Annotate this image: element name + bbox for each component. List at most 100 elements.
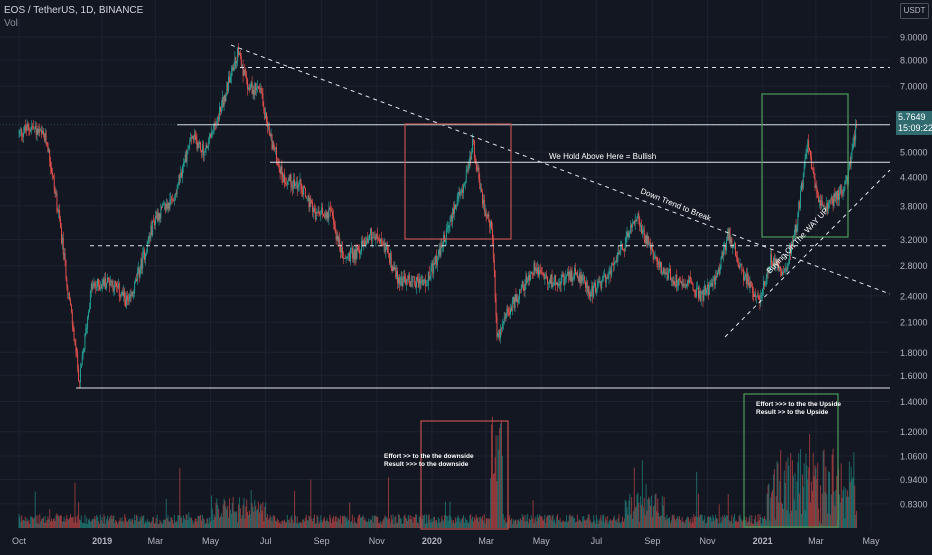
candle-body [60,219,61,228]
volume-bar [197,516,199,528]
volume-bar [18,514,20,528]
candle-body [716,272,718,278]
candle-body [323,215,325,217]
candle-body [789,245,791,261]
candle-body [622,244,623,250]
candle-body [606,277,608,279]
volume-bar [598,520,600,528]
candle-body [518,298,520,303]
candle-body [561,274,563,278]
volume-bar [823,449,825,528]
volume-bar [75,516,77,528]
volume-bar [395,515,397,528]
candle-body [184,154,186,162]
candle-body [801,182,803,189]
candle-body [300,179,302,189]
volume-bar [767,485,769,528]
downtrend-line [230,44,891,295]
candle-body [278,164,280,170]
volume-bar [352,523,354,528]
volume-bar [232,496,234,528]
candle-body [719,269,721,274]
currency-badge[interactable]: USDT [900,3,929,19]
volume-bar [289,522,291,528]
y-tick-label: 5.0000 [900,148,928,158]
volume-bar [545,522,547,528]
candle-body [136,271,138,282]
volume-bar [85,523,87,528]
candle-body [196,140,198,149]
candle-body [588,286,590,294]
volume-bar [376,516,378,528]
volume-bar [807,479,809,528]
candle-body [397,270,399,284]
volume-bar [309,516,311,528]
volume-bar [383,518,385,528]
volume-bar [693,514,695,528]
volume-bar [154,522,156,528]
time-axis[interactable]: Oct 2019 Mar May Jul Sep Nov 2020 Mar May Jul Sep No… [12,536,880,546]
y-tick-label: 1.8000 [900,348,928,358]
candle-body [294,179,296,186]
volume-bar [754,515,756,528]
volume-bar [287,520,289,528]
candle-body [557,283,559,286]
candle-body [112,281,114,291]
candle-body [705,285,707,294]
candle-body [454,204,456,209]
candle-body [822,204,824,206]
candle-body [109,281,111,286]
candle-body [674,285,676,287]
candle-body [843,189,845,193]
volume-label[interactable]: Vol [4,18,18,29]
volume-bar [764,518,766,528]
y-tick-label: 3.2000 [900,235,928,245]
symbol-label[interactable]: EOS / TetherUS, 1D, BINANCE [4,5,144,16]
volume-bar [566,522,568,528]
candle-body [476,165,478,170]
candle-body [381,242,383,246]
candle-body [514,294,516,309]
candle-body [285,183,287,185]
y-tick-label: 2.8000 [900,261,928,271]
volume-bar [213,514,215,528]
candle-body [848,162,850,168]
candle-body [65,261,67,279]
volume-bar [217,505,219,528]
candle-body [264,110,266,119]
candle-body [169,199,171,209]
volume-bar [135,514,137,528]
volume-bar [294,515,296,528]
candle-body [585,280,586,288]
volume-bar [219,517,221,528]
candle-body [173,199,174,201]
volume-bar [313,517,315,528]
candle-body [501,328,502,330]
candle-body [736,257,738,259]
candle-body [542,272,544,274]
volume-bar [291,515,293,528]
volume-bar [163,519,165,528]
candle-body [189,141,191,147]
volume-bar [680,521,682,528]
volume-bar [446,516,448,528]
candle-body [624,243,626,252]
candle-body [126,295,127,307]
volume-bar [819,485,821,528]
candle-body [798,202,800,214]
candle-body [451,215,453,222]
candle-body [193,134,195,140]
volume-bar [258,512,260,528]
volume-bar [852,477,854,528]
volume-bar [78,502,80,528]
volume-bar [682,521,684,528]
volume-bar [22,519,24,528]
candle-body [348,253,350,257]
volume-bar [88,519,90,528]
volume-bar [288,519,290,528]
volume-bar [737,522,739,528]
volume-bar [321,520,323,528]
candle-body [360,240,362,253]
